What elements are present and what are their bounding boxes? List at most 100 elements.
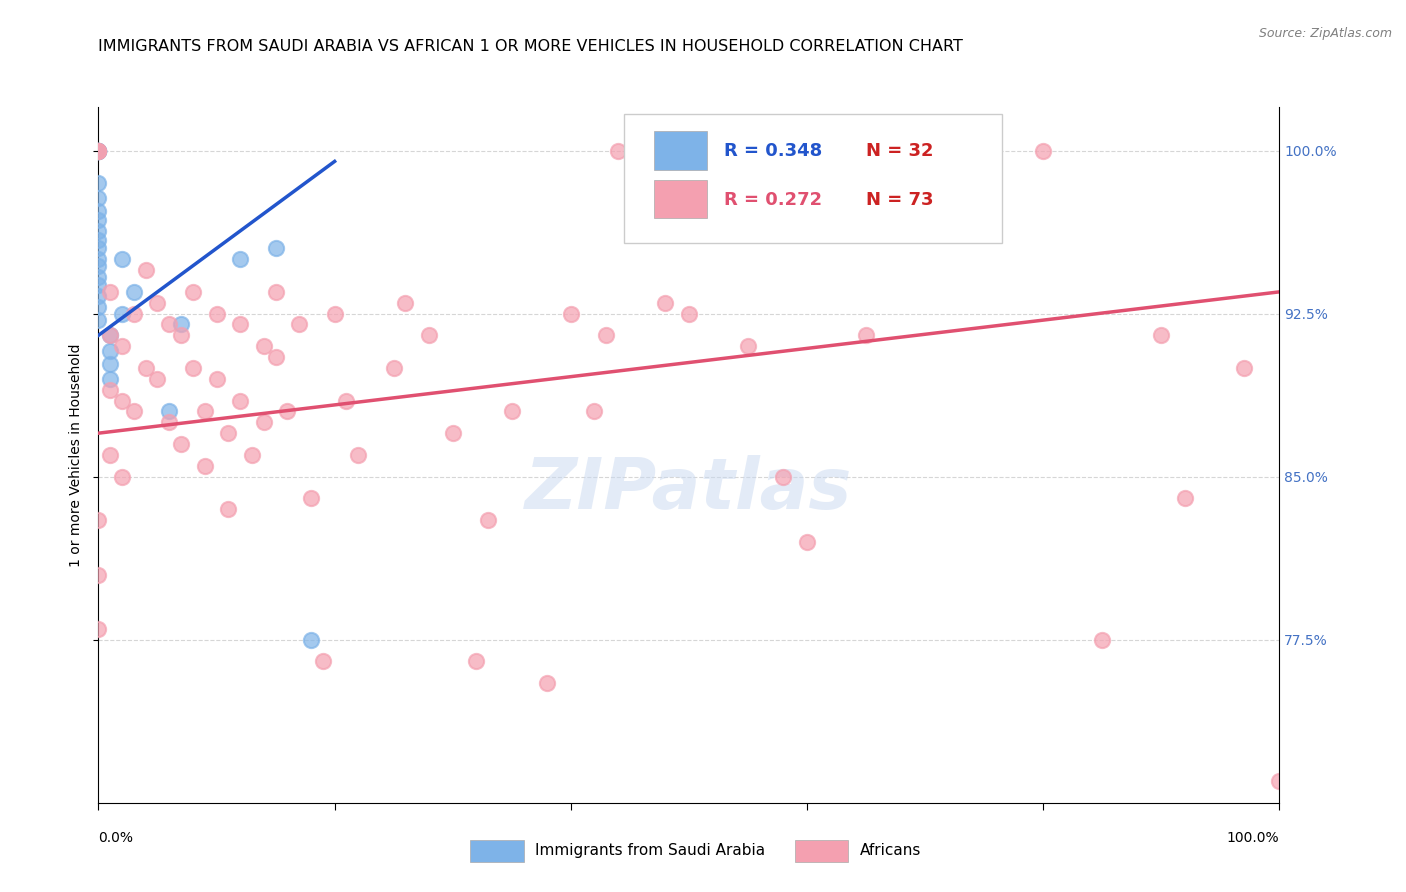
Text: R = 0.348: R = 0.348 xyxy=(724,142,823,160)
Point xyxy=(501,404,523,418)
Point xyxy=(796,534,818,549)
FancyBboxPatch shape xyxy=(624,114,1002,243)
Point xyxy=(170,318,193,332)
Point xyxy=(87,241,110,255)
Point xyxy=(98,328,121,343)
Point xyxy=(157,318,180,332)
Point xyxy=(240,448,263,462)
Point xyxy=(87,300,110,314)
Point xyxy=(855,328,877,343)
Point xyxy=(347,448,370,462)
Point xyxy=(441,426,464,441)
Point xyxy=(87,144,110,158)
Point xyxy=(87,144,110,158)
Point xyxy=(477,513,499,527)
Point xyxy=(157,415,180,429)
Point xyxy=(87,233,110,247)
Point xyxy=(772,469,794,483)
Text: R = 0.272: R = 0.272 xyxy=(724,191,823,209)
Point xyxy=(111,339,134,353)
Point xyxy=(146,295,169,310)
Point xyxy=(87,313,110,327)
Point xyxy=(87,144,110,158)
Point xyxy=(87,259,110,273)
Point xyxy=(229,252,252,267)
Bar xyxy=(796,839,848,862)
Point xyxy=(98,448,121,462)
Point xyxy=(299,632,322,647)
Point xyxy=(87,278,110,293)
Point xyxy=(194,458,217,473)
Point xyxy=(98,285,121,299)
Point xyxy=(87,269,110,284)
Point xyxy=(595,328,617,343)
Point xyxy=(583,404,606,418)
Text: Africans: Africans xyxy=(860,843,921,858)
Point xyxy=(264,285,287,299)
Point xyxy=(98,357,121,371)
Point xyxy=(654,295,676,310)
Point xyxy=(87,204,110,219)
Point xyxy=(87,252,110,267)
Point xyxy=(87,144,110,158)
Point xyxy=(1032,144,1054,158)
Point xyxy=(87,213,110,227)
Point xyxy=(87,144,110,158)
Point xyxy=(323,307,346,321)
Point xyxy=(253,339,276,353)
Text: ZIPatlas: ZIPatlas xyxy=(526,455,852,524)
Point xyxy=(98,372,121,386)
Point xyxy=(135,263,157,277)
Point xyxy=(1174,491,1197,506)
Point xyxy=(217,502,239,516)
Point xyxy=(87,144,110,158)
Point xyxy=(536,676,558,690)
Point xyxy=(264,241,287,255)
Point xyxy=(678,307,700,321)
Text: N = 32: N = 32 xyxy=(866,142,934,160)
Point xyxy=(299,491,322,506)
Y-axis label: 1 or more Vehicles in Household: 1 or more Vehicles in Household xyxy=(69,343,83,566)
Point xyxy=(607,144,630,158)
Point xyxy=(1150,328,1173,343)
Text: Immigrants from Saudi Arabia: Immigrants from Saudi Arabia xyxy=(536,843,765,858)
Point xyxy=(146,372,169,386)
Point xyxy=(217,426,239,441)
Point xyxy=(170,437,193,451)
Point xyxy=(973,144,995,158)
Point xyxy=(229,393,252,408)
Point xyxy=(205,372,228,386)
Point xyxy=(1268,774,1291,789)
Point xyxy=(98,343,121,358)
Point xyxy=(181,360,204,375)
Text: IMMIGRANTS FROM SAUDI ARABIA VS AFRICAN 1 OR MORE VEHICLES IN HOUSEHOLD CORRELAT: IMMIGRANTS FROM SAUDI ARABIA VS AFRICAN … xyxy=(98,38,963,54)
Point xyxy=(1233,360,1256,375)
Point xyxy=(914,144,936,158)
Text: 0.0%: 0.0% xyxy=(98,830,134,845)
Point xyxy=(335,393,357,408)
Point xyxy=(1091,632,1114,647)
Text: N = 73: N = 73 xyxy=(866,191,934,209)
Point xyxy=(276,404,298,418)
Point xyxy=(87,144,110,158)
Point xyxy=(111,252,134,267)
Point xyxy=(87,567,110,582)
Point xyxy=(394,295,416,310)
Point xyxy=(194,404,217,418)
Bar xyxy=(471,839,523,862)
Point xyxy=(938,144,960,158)
Point xyxy=(98,383,121,397)
Text: Source: ZipAtlas.com: Source: ZipAtlas.com xyxy=(1258,27,1392,40)
Point xyxy=(87,144,110,158)
Point xyxy=(737,339,759,353)
Point xyxy=(98,328,121,343)
Point xyxy=(382,360,405,375)
Point xyxy=(122,307,145,321)
Point xyxy=(87,622,110,636)
Point xyxy=(135,360,157,375)
Point xyxy=(122,404,145,418)
Point xyxy=(312,655,335,669)
Point xyxy=(181,285,204,299)
Bar xyxy=(654,131,707,169)
Text: 100.0%: 100.0% xyxy=(1227,830,1279,845)
